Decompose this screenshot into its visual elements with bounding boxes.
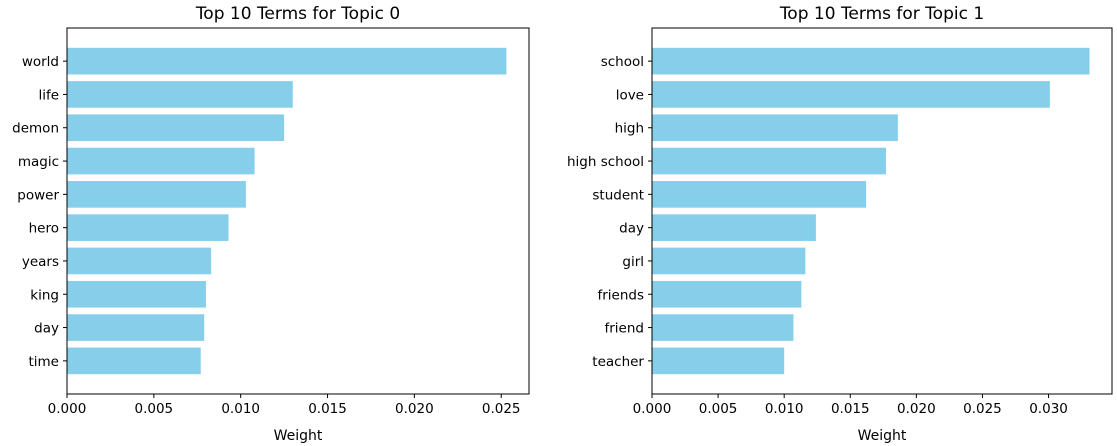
bar-demon xyxy=(67,114,285,142)
chart-title: Top 10 Terms for Topic 1 xyxy=(779,4,984,24)
y-tick-label: day xyxy=(34,321,59,337)
axes-frame xyxy=(651,27,1113,395)
bar-girl xyxy=(652,247,806,275)
bar-power xyxy=(67,181,246,208)
x-tick-label: 0.030 xyxy=(1029,401,1068,417)
x-tick-label: 0.020 xyxy=(395,401,434,417)
bar-life xyxy=(67,81,293,108)
bar-high-school xyxy=(652,147,886,175)
y-tick-label: demon xyxy=(12,121,59,137)
y-tick-label: king xyxy=(30,287,59,303)
bar-teacher xyxy=(652,347,785,375)
bar-friend xyxy=(652,314,794,341)
bar-school xyxy=(652,47,1090,75)
x-axis-label: Weight xyxy=(274,428,323,444)
x-tick-label: 0.025 xyxy=(482,401,521,417)
x-axis-label: Weight xyxy=(858,428,907,444)
y-tick-label: high school xyxy=(567,154,644,170)
x-tick-label: 0.000 xyxy=(48,401,87,417)
x-tick-label: 0.010 xyxy=(765,401,804,417)
y-tick-label: high xyxy=(615,121,644,137)
x-tick-label: 0.010 xyxy=(221,401,260,417)
bar-time xyxy=(67,347,201,375)
x-tick-label: 0.000 xyxy=(633,401,672,417)
y-tick-label: friends xyxy=(597,287,644,303)
x-tick-label: 0.015 xyxy=(308,401,347,417)
x-tick-label: 0.025 xyxy=(963,401,1002,417)
bar-magic xyxy=(67,147,255,175)
x-tick-label: 0.015 xyxy=(831,401,870,417)
x-tick-label: 0.005 xyxy=(135,401,174,417)
chart-topic-1: Top 10 Terms for Topic 1 school love high hi… xyxy=(567,4,1113,444)
y-tick-label: life xyxy=(38,87,59,103)
bar-love xyxy=(652,81,1050,108)
bar-years xyxy=(67,247,212,275)
bar-world xyxy=(67,47,507,75)
chart-title: Top 10 Terms for Topic 0 xyxy=(195,4,400,24)
y-tick-label: day xyxy=(619,221,644,237)
y-tick-label: hero xyxy=(29,221,59,237)
y-tick-label: power xyxy=(17,187,59,203)
x-tick-label: 0.005 xyxy=(699,401,738,417)
y-tick-label: student xyxy=(592,187,644,203)
bar-high xyxy=(652,114,898,142)
y-tick-label: girl xyxy=(622,254,644,270)
x-tick-label: 0.020 xyxy=(897,401,936,417)
chart-topic-0: Top 10 Terms for Topic 0 world life demon ma… xyxy=(12,4,530,444)
y-tick-label: magic xyxy=(18,154,59,170)
y-tick-label: years xyxy=(22,254,59,270)
y-tick-label: love xyxy=(616,87,644,103)
axes-frame xyxy=(66,27,530,395)
y-tick-label: time xyxy=(28,354,59,370)
bar-student xyxy=(652,181,867,208)
y-tick-label: world xyxy=(22,54,59,70)
bar-king xyxy=(67,280,206,308)
bar-friends xyxy=(652,280,802,308)
bar-day xyxy=(67,314,205,341)
y-tick-label: teacher xyxy=(592,354,644,370)
y-tick-label: school xyxy=(601,54,644,70)
y-tick-label: friend xyxy=(605,321,645,337)
bar-hero xyxy=(67,214,229,241)
bar-day xyxy=(652,214,816,241)
